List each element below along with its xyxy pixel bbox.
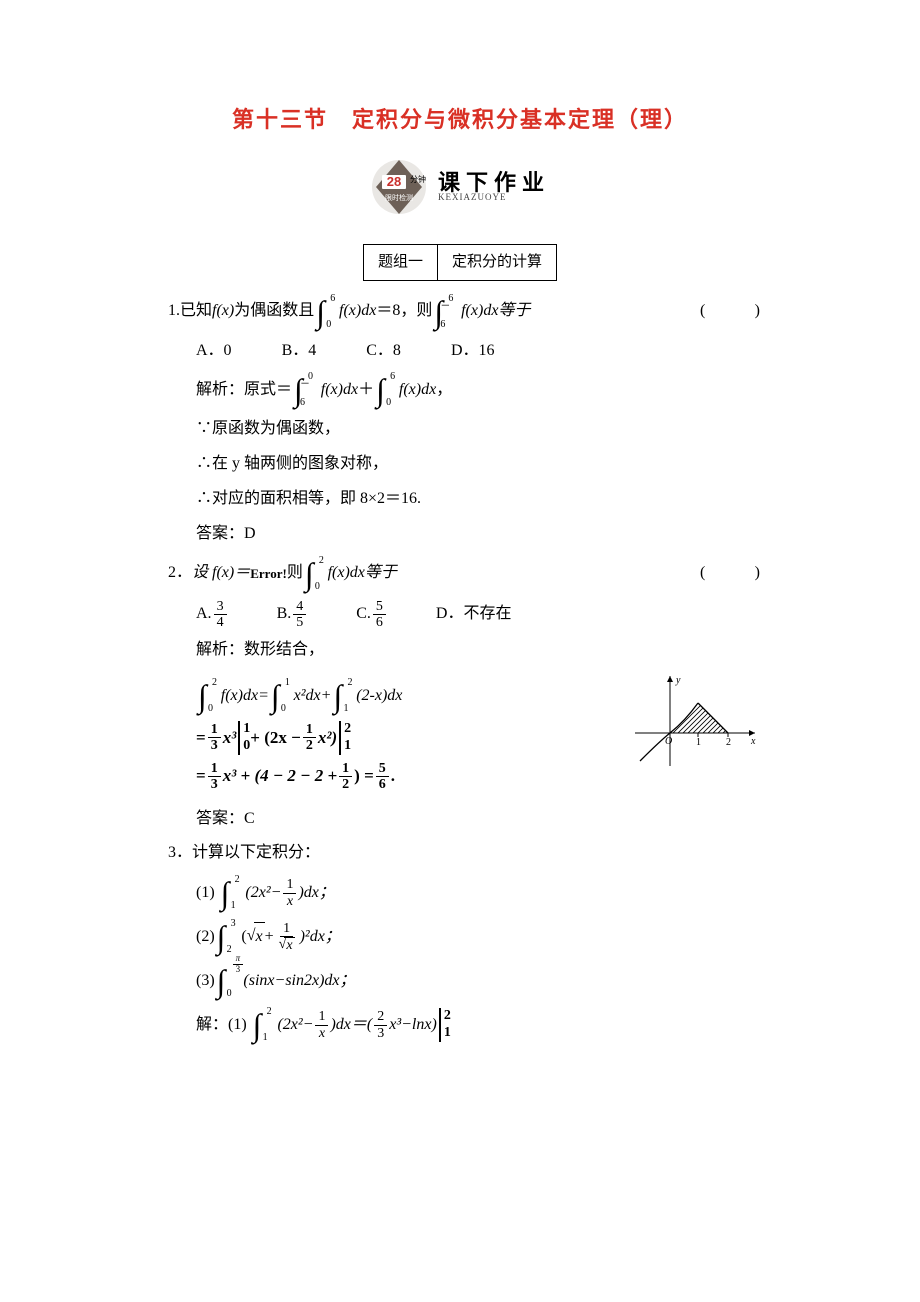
logo-disc: 28 分钟 限时检测 [370, 158, 428, 216]
p2-sol1: 解析：数形结合， [196, 636, 760, 665]
integral-icon: ∫ 2 0 [305, 555, 314, 593]
p1-number: 1. [168, 297, 180, 326]
integral-icon: ∫ 6 －6 [434, 293, 443, 331]
p3-stem: 计算以下定积分： [192, 839, 320, 868]
integral-icon: ∫ 6 0 [376, 371, 385, 409]
svg-text:2: 2 [726, 737, 731, 748]
p1-eq: ＝8，则 [376, 297, 432, 326]
problem-1: 1. 已知 f (x) 为偶函数且 ∫ 6 0 f(x)dx ＝8，则 ∫ 6 … [160, 293, 760, 549]
p3-number: 3． [168, 839, 192, 868]
p1-choices: A．0 B．4 C．8 D．16 [196, 337, 760, 366]
choice-c: C. 56 [356, 599, 388, 631]
choice-b: B. 45 [277, 599, 309, 631]
p3-sub3: (3) ∫ π3 0 (sinx−sin2x)dx； [196, 962, 760, 1000]
svg-text:y: y [675, 675, 681, 686]
p1-x: (x) [216, 297, 234, 326]
integral-icon: ∫ 6 0 [316, 293, 325, 331]
p2-eq2: = 13 x³ 10 + (2x − 12 x²) 21 [196, 721, 600, 755]
integral-icon: ∫21 [221, 874, 230, 912]
p1-answer: 答案：D [196, 520, 760, 549]
problem-2: 2． 设 f(x)＝ Error! 则 ∫ 2 0 f(x)dx等于 () A.… [160, 555, 760, 834]
p2-end: f(x)dx等于 [328, 559, 397, 588]
svg-text:O: O [665, 736, 672, 747]
group-right: 定积分的计算 [438, 244, 557, 281]
p2-eq3: = 13 x³ + (4 − 2 − 2 + 12 ) = 56 . [196, 761, 600, 793]
p2-eq1: ∫20 f(x)dx= ∫10 x²dx+ ∫21 (2-x)dx [196, 677, 600, 715]
p1-sol4: ∴对应的面积相等，即 8×2＝16. [196, 485, 760, 514]
svg-text:28: 28 [387, 174, 401, 189]
p1-text: 已知 [180, 297, 212, 326]
p1-intbody: f(x)dx [339, 297, 376, 326]
choice-d: D．不存在 [436, 600, 512, 629]
choice-d: D．16 [451, 337, 495, 366]
p3-sub2: (2) ∫32 ( √x + 1 √x )²dx； [196, 918, 760, 956]
logo-pinyin: KEXIAZUOYE [438, 193, 550, 203]
p2-graph: O 1 2 x y [630, 671, 760, 782]
integral-icon: ∫ 0 －6 [294, 371, 303, 409]
problem-3: 3． 计算以下定积分： (1) ∫21 (2x²− 1x )dx； (2) ∫3… [160, 839, 760, 1044]
p1-end: f(x)dx等于 [461, 297, 530, 326]
p2-answer: 答案：C [196, 805, 760, 834]
choice-a: A．0 [196, 337, 232, 366]
integral-icon: ∫21 [333, 677, 342, 715]
integral-icon: ∫ π3 0 [217, 962, 226, 1000]
p1-sol2: ∵原函数为偶函数， [196, 415, 760, 444]
p2-pre: 设 f(x)＝ [192, 559, 250, 588]
p3-sub1: (1) ∫21 (2x²− 1x )dx； [196, 874, 760, 912]
integral-icon: ∫10 [271, 677, 280, 715]
p1-mid: 为偶函数且 [234, 297, 314, 326]
homework-logo: 28 分钟 限时检测 课下作业 KEXIAZUOYE [160, 158, 760, 216]
group-left: 题组一 [363, 244, 438, 281]
p3-solve: 解：(1) ∫21 (2x²− 1x )dx＝( 23 x³−lnx) 21 [196, 1006, 760, 1044]
svg-text:x: x [750, 736, 756, 747]
svg-text:限时检测: 限时检测 [385, 193, 413, 202]
svg-text:分钟: 分钟 [410, 174, 426, 184]
answer-paren: () [700, 559, 760, 588]
p2-number: 2． [168, 559, 192, 588]
choice-b: B．4 [282, 337, 317, 366]
integral-icon: ∫21 [253, 1006, 262, 1044]
choice-c: C．8 [366, 337, 401, 366]
error-text: Error! [250, 562, 287, 585]
svg-text:1: 1 [696, 737, 701, 748]
answer-paren: () [700, 297, 760, 326]
p1-sol3: ∴在 y 轴两侧的图象对称， [196, 450, 760, 479]
integral-icon: ∫20 [198, 677, 207, 715]
choice-a: A. 34 [196, 599, 229, 631]
integral-icon: ∫32 [217, 918, 226, 956]
group-header: 题组一 定积分的计算 [160, 244, 760, 281]
page-title: 第十三节 定积分与微积分基本定理（理） [160, 100, 760, 140]
p2-mid: 则 [287, 559, 303, 588]
p1-sol1: 解析：原式＝ ∫ 0 －6 f(x)dx ＋ ∫ 6 0 f(x)dx ， [196, 371, 760, 409]
